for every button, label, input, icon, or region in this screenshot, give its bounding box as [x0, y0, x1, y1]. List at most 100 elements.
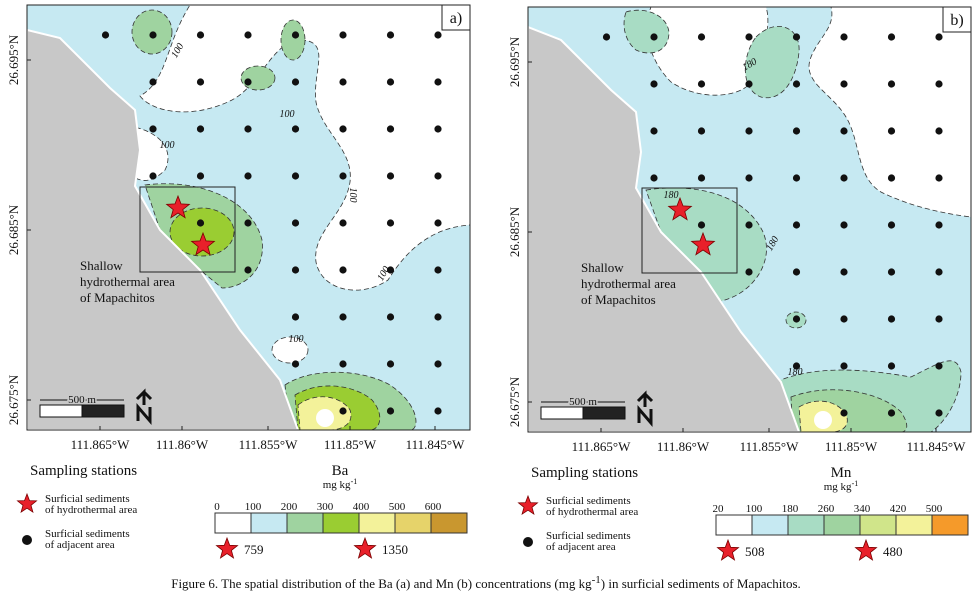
sampling-station	[887, 33, 896, 41]
area-label: Shallow	[581, 260, 624, 275]
unit-label: mg kg-1	[323, 477, 357, 491]
land	[528, 25, 801, 432]
legend-swatch	[787, 514, 825, 536]
legend-title: Sampling stations	[531, 465, 638, 481]
sampling-station	[386, 407, 395, 415]
legend-bin-label: 600	[425, 501, 442, 513]
legend-title: Sampling stations	[30, 463, 137, 479]
legend-label: of adjacent area	[546, 541, 616, 553]
sampling-station	[434, 172, 442, 180]
sampling-station	[840, 221, 848, 229]
y-tick-label: 26.685°N	[6, 204, 21, 255]
sampling-station	[244, 219, 252, 227]
contour-label: 100	[347, 188, 358, 203]
sampling-station	[386, 313, 395, 321]
sampling-station	[339, 78, 347, 86]
sampling-station	[339, 31, 347, 39]
sampling-station	[745, 127, 753, 135]
sampling-station	[291, 78, 300, 86]
legend-bin-label: 100	[245, 501, 262, 513]
x-tick-label: 111.86°W	[657, 439, 710, 454]
legend-swatch	[715, 514, 753, 536]
sampling-station	[745, 221, 753, 229]
legend-label: of hydrothermal area	[546, 506, 638, 518]
star-marker	[190, 231, 216, 256]
sampling-station	[434, 125, 442, 133]
sampling-station	[745, 33, 753, 41]
legend-label: Surficial sediments	[45, 493, 130, 505]
legend-swatch	[322, 512, 360, 534]
x-tick-label: 111.865°W	[572, 439, 631, 454]
contour-area	[744, 26, 800, 99]
sampling-station	[887, 221, 896, 229]
unit-text: mg kg	[323, 479, 351, 491]
sampling-station	[339, 125, 347, 133]
element-label: Mn	[831, 465, 852, 481]
sampling-station	[792, 362, 801, 370]
sampling-station	[887, 127, 896, 135]
element-label: Ba	[332, 463, 349, 479]
panel-label-box	[942, 6, 972, 33]
contour-area	[240, 65, 276, 91]
sampling-station	[887, 80, 896, 88]
sampling-station	[650, 174, 658, 182]
sampling-station	[291, 125, 300, 133]
sampling-station	[434, 78, 442, 86]
y-tick-label: 26.685°N	[507, 206, 522, 257]
star-value: 1350	[382, 542, 408, 557]
star-marker	[854, 538, 878, 561]
sampling-station	[745, 268, 753, 276]
star-value: 508	[745, 544, 765, 559]
x-tick-label: 111.86°W	[156, 437, 209, 452]
sampling-station	[434, 31, 442, 39]
legend-label: Surficial sediments	[546, 530, 631, 542]
sampling-station	[935, 33, 943, 41]
contour-label: 100	[280, 109, 295, 120]
star-marker	[716, 538, 740, 561]
sampling-station	[291, 313, 300, 321]
sampling-station	[935, 315, 943, 323]
sampling-station	[386, 266, 395, 274]
legend-swatch	[250, 512, 288, 534]
x-tick-label: 111.845°W	[907, 439, 966, 454]
star-marker	[667, 196, 693, 221]
sampling-station	[339, 219, 347, 227]
legend-bin-label: 20	[713, 503, 725, 515]
x-tick-label: 111.85°W	[825, 439, 878, 454]
sampling-station	[339, 172, 347, 180]
area-label: hydrothermal area	[80, 274, 175, 289]
sampling-station	[291, 360, 300, 368]
sampling-station	[650, 127, 658, 135]
caption: Figure 6. The spatial distribution of th…	[171, 574, 801, 591]
contour-area	[808, 7, 971, 218]
sampling-station	[697, 127, 706, 135]
map-frame	[26, 4, 471, 431]
panel-label-box	[441, 4, 471, 31]
sampling-station	[386, 31, 395, 39]
north-arrow	[637, 404, 653, 428]
sampling-station	[196, 219, 205, 227]
panel-label: b)	[950, 12, 963, 29]
star-marker	[215, 536, 239, 559]
legend-swatch	[895, 514, 933, 536]
caption-text: Figure 6. The spatial distribution of th…	[171, 576, 592, 591]
legend-bin-label: 420	[890, 503, 907, 515]
map-frame	[527, 6, 972, 433]
contour-area	[814, 411, 832, 429]
legend-bin-label: 200	[281, 501, 298, 513]
sampling-station	[386, 360, 395, 368]
sampling-station	[887, 362, 896, 370]
sampling-station	[792, 80, 801, 88]
legend-bin-label: 500	[389, 501, 406, 513]
sampling-station	[745, 80, 753, 88]
sampling-station	[935, 127, 943, 135]
sampling-station	[887, 409, 896, 417]
inset-box	[139, 186, 236, 273]
sampling-station	[935, 221, 943, 229]
legend-bin-label: 500	[926, 503, 943, 515]
sampling-station	[935, 409, 943, 417]
